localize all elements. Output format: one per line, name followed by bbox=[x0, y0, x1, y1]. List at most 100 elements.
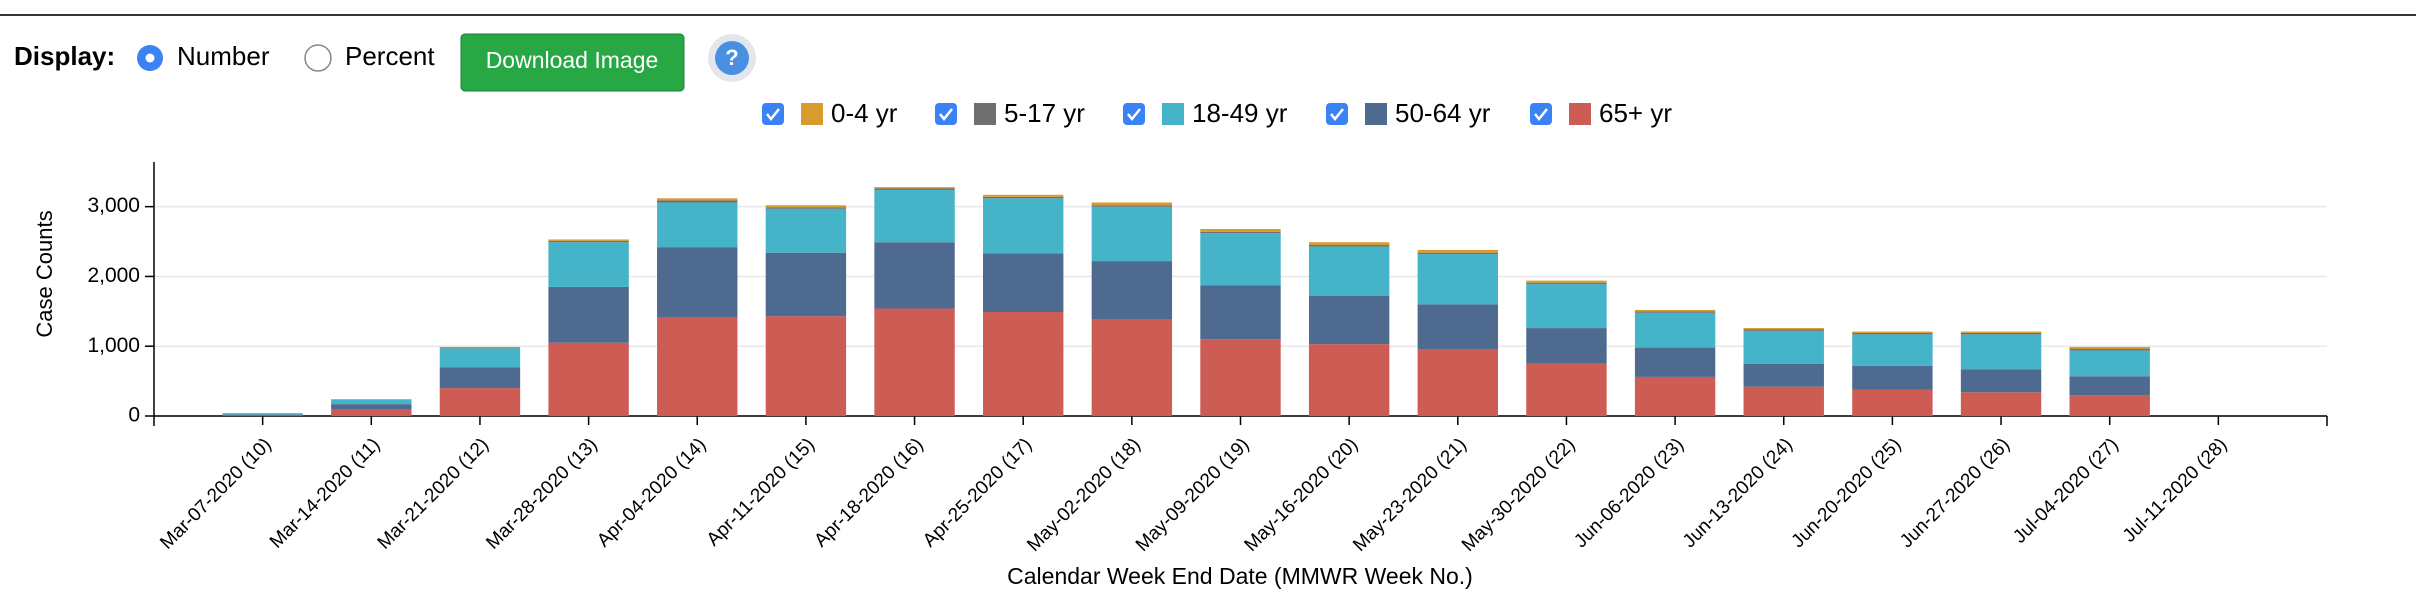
bar-segment bbox=[874, 188, 955, 190]
bar-segment bbox=[331, 404, 412, 410]
bar-segment bbox=[1200, 233, 1281, 286]
legend-label[interactable]: 5-17 yr bbox=[1004, 98, 1085, 128]
help-button[interactable] bbox=[715, 41, 749, 75]
radio-percent-label[interactable]: Percent bbox=[345, 41, 435, 71]
x-tick-label: Jun-06-2020 (23) bbox=[1570, 434, 1688, 552]
bar-segment bbox=[1526, 284, 1607, 329]
bar-segment bbox=[657, 198, 738, 201]
bar-segment bbox=[1634, 311, 1716, 313]
bar-segment bbox=[874, 308, 955, 416]
bar-segment bbox=[439, 347, 521, 349]
bar-segment bbox=[765, 252, 847, 317]
legend-checkbox[interactable] bbox=[1123, 103, 1145, 125]
bar-segment bbox=[1091, 202, 1173, 206]
bar-segment bbox=[1200, 231, 1281, 234]
bar-segment bbox=[2069, 349, 2150, 351]
x-tick-label: Apr-18-2020 (16) bbox=[810, 434, 927, 551]
display-label: Display: bbox=[14, 41, 115, 71]
bar-segment bbox=[1308, 242, 1390, 246]
bar-segment bbox=[439, 348, 521, 368]
bar-segment bbox=[874, 187, 955, 189]
bar-segment bbox=[1960, 332, 2042, 335]
bar-segment bbox=[1091, 319, 1173, 416]
bar-segment bbox=[1634, 312, 1716, 348]
bar-segment bbox=[1852, 331, 1933, 333]
bar-segment bbox=[982, 312, 1064, 416]
legend-check[interactable] bbox=[1534, 108, 1548, 122]
y-tick-label: 2,000 bbox=[87, 264, 140, 287]
bar-segment bbox=[1417, 252, 1499, 255]
bar-segment bbox=[2069, 395, 2150, 416]
bar-segment bbox=[2069, 346, 2150, 350]
legend-label[interactable]: 50-64 yr bbox=[1395, 98, 1491, 128]
bar-segment bbox=[331, 399, 412, 405]
x-tick-label: May-23-2020 (21) bbox=[1349, 434, 1471, 556]
x-tick-label: Apr-04-2020 (14) bbox=[593, 434, 710, 551]
bar-segment bbox=[1417, 304, 1499, 350]
bar-segment bbox=[1960, 334, 2042, 370]
radio-percent[interactable] bbox=[304, 44, 332, 72]
bar-segment bbox=[1417, 249, 1499, 253]
bar-segment bbox=[2069, 376, 2150, 396]
legend-label[interactable]: 65+ yr bbox=[1599, 98, 1672, 128]
bar-segment bbox=[1200, 228, 1281, 232]
legend-swatch bbox=[1569, 103, 1591, 125]
legend-label[interactable]: 18-49 yr bbox=[1192, 98, 1288, 128]
bar-segment bbox=[331, 409, 412, 416]
bar-segment bbox=[1743, 329, 1824, 331]
legend-label[interactable]: 0-4 yr bbox=[831, 98, 898, 128]
x-tick-label: Jul-04-2020 (27) bbox=[2009, 434, 2122, 547]
legend-checkbox[interactable] bbox=[1326, 103, 1348, 125]
legend-check[interactable] bbox=[939, 108, 953, 122]
radio-dot bbox=[145, 53, 155, 63]
bar-segment bbox=[982, 253, 1064, 313]
bar-segment bbox=[765, 316, 847, 416]
bar-segment bbox=[982, 194, 1064, 197]
legend-check[interactable] bbox=[766, 108, 780, 122]
legend-check[interactable] bbox=[1330, 108, 1344, 122]
legend-checkbox[interactable] bbox=[935, 103, 957, 125]
x-tick-label: May-16-2020 (20) bbox=[1241, 434, 1363, 556]
bar-segment bbox=[548, 240, 629, 243]
y-axis-title: Case Counts bbox=[32, 210, 57, 337]
legend-swatch bbox=[974, 103, 996, 125]
bar-segment bbox=[1960, 331, 2042, 333]
x-tick-label: May-09-2020 (19) bbox=[1132, 434, 1254, 556]
bar-segment bbox=[874, 189, 955, 243]
bar-segment bbox=[657, 200, 738, 203]
bar-segment bbox=[657, 202, 738, 248]
bar-segment bbox=[1308, 245, 1390, 247]
download-button-label[interactable]: Download Image bbox=[486, 47, 659, 73]
bar-segment bbox=[765, 207, 847, 209]
download-button[interactable] bbox=[460, 33, 685, 92]
bar-segment bbox=[548, 286, 629, 343]
bar-segment bbox=[439, 346, 521, 348]
bar-segment bbox=[548, 242, 629, 287]
bar-segment bbox=[1526, 280, 1607, 283]
bar-segment bbox=[1091, 205, 1173, 207]
x-tick-label: May-02-2020 (18) bbox=[1023, 434, 1145, 556]
bar-segment bbox=[1852, 365, 1933, 390]
bar-segment bbox=[1960, 369, 2042, 393]
bar-segment bbox=[1308, 344, 1390, 416]
legend-checkbox[interactable] bbox=[1530, 103, 1552, 125]
help-label[interactable]: ? bbox=[725, 45, 738, 70]
bar-segment bbox=[439, 367, 521, 389]
bar-segment bbox=[1200, 285, 1281, 340]
y-tick-label: 1,000 bbox=[87, 334, 140, 357]
y-tick-label: 3,000 bbox=[87, 194, 140, 217]
bar-segment bbox=[1743, 328, 1824, 330]
legend-checkbox[interactable] bbox=[762, 103, 784, 125]
bar-segment bbox=[1634, 347, 1716, 377]
bar-segment bbox=[1960, 392, 2042, 416]
bar-segment bbox=[765, 208, 847, 253]
legend-check[interactable] bbox=[1127, 108, 1141, 122]
bar-segment bbox=[1852, 389, 1933, 416]
bar-segment bbox=[1852, 332, 1933, 335]
x-tick-label: Mar-21-2020 (12) bbox=[374, 434, 493, 553]
bar-segment bbox=[222, 413, 303, 415]
x-tick-label: Jun-13-2020 (24) bbox=[1679, 434, 1797, 552]
radio-number-label[interactable]: Number bbox=[177, 41, 270, 71]
bar-segment bbox=[1526, 363, 1607, 416]
